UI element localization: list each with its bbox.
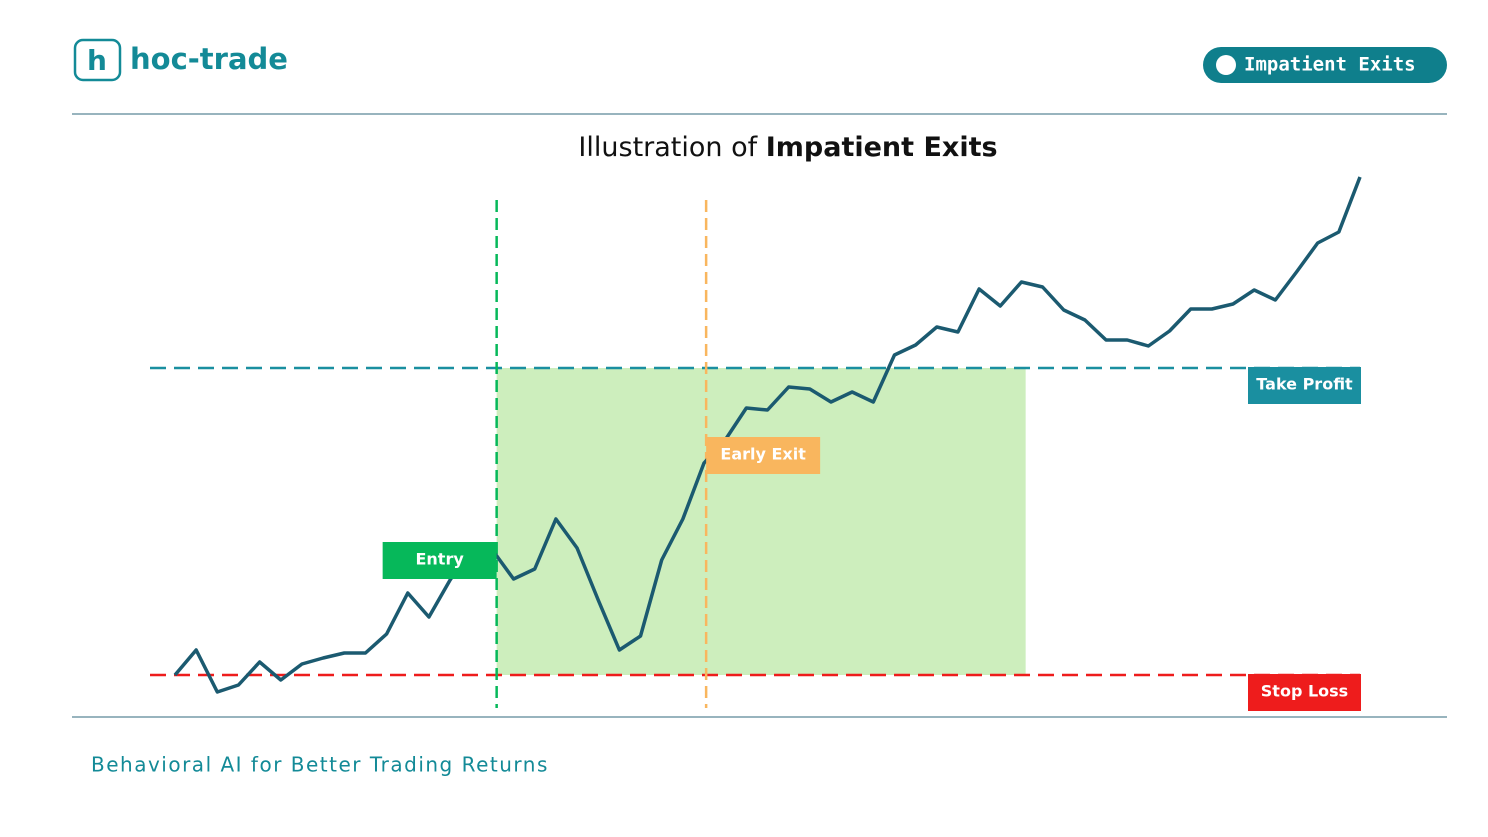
tagline: Behavioral AI for Better Trading Returns	[91, 753, 549, 777]
marker-label: Entry	[415, 550, 464, 569]
logo: h hoc-trade	[73, 38, 288, 82]
level-label: Stop Loss	[1261, 682, 1348, 701]
level-label: Take Profit	[1256, 375, 1353, 394]
logo-glyph: h	[87, 44, 107, 77]
badge-dot	[1216, 55, 1236, 75]
brand: hoc-trade	[130, 42, 288, 76]
badge: Impatient Exits	[1203, 47, 1447, 83]
badge-text: Impatient Exits	[1244, 54, 1416, 76]
marker-label: Early Exit	[720, 445, 806, 464]
profit-zone	[496, 368, 1026, 675]
badge-bg	[1203, 47, 1447, 83]
logo-icon	[73, 38, 122, 82]
level-label-box	[1248, 674, 1361, 711]
level-label-box	[1248, 367, 1361, 404]
plot: Take Profit Stop Loss Entry Early Exit	[150, 176, 1362, 711]
marker-label-box	[706, 437, 821, 474]
title-emphasis: Impatient Exits	[766, 132, 998, 163]
title-prefix: Illustration of	[578, 132, 758, 163]
marker-label-box	[382, 542, 497, 579]
chart-title: Illustration of Impatient Exits	[578, 132, 997, 163]
price-line	[173, 176, 1362, 694]
